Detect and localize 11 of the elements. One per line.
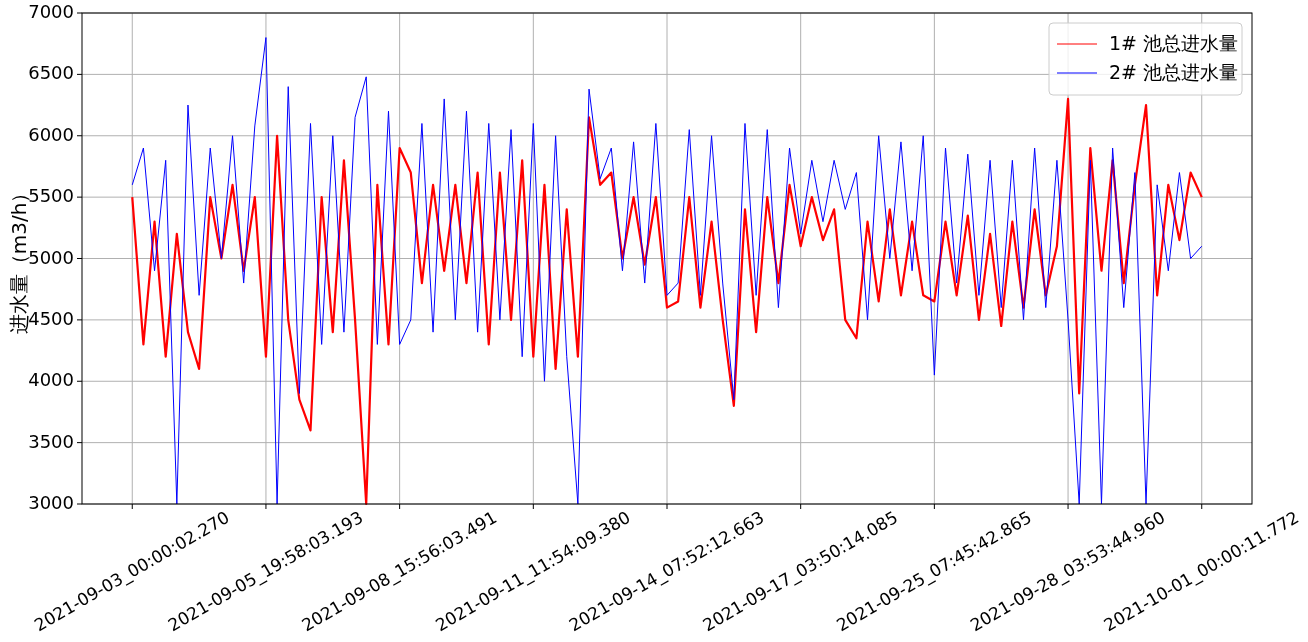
y-tick-label: 6500 — [28, 62, 74, 84]
y-tick-label: 5500 — [28, 185, 74, 207]
legend-label: 2# 池总进水量 — [1109, 60, 1239, 83]
y-tick-label: 4500 — [28, 307, 74, 329]
y-tick-label: 4000 — [28, 369, 74, 391]
y-tick-label: 3500 — [28, 430, 74, 452]
y-tick-label: 3000 — [28, 492, 74, 513]
y-tick-label: 6000 — [28, 123, 74, 145]
y-tick-label: 5000 — [28, 246, 74, 268]
legend-label: 1# 池总进水量 — [1109, 31, 1239, 54]
y-tick-label: 7000 — [28, 1, 74, 22]
